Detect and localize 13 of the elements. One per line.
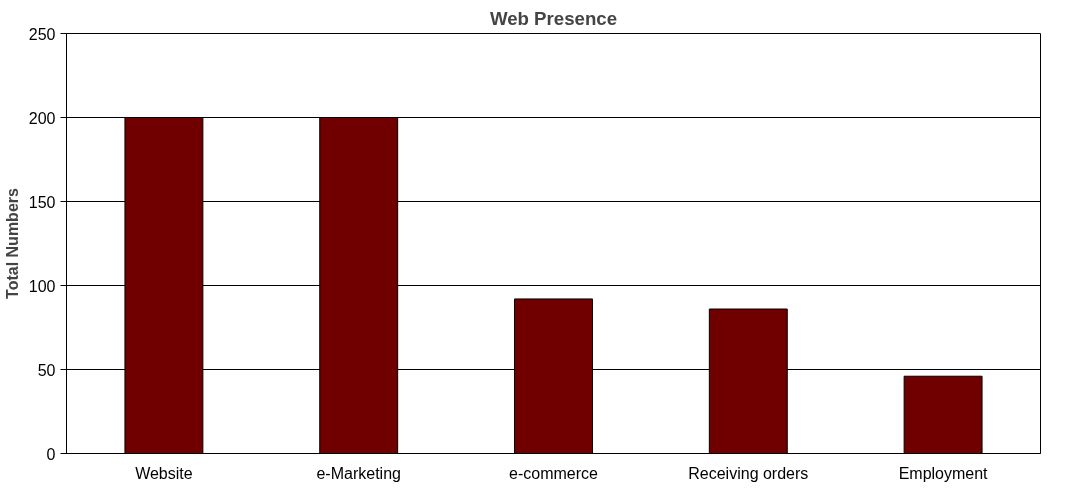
y-tick-label: 250 xyxy=(28,25,56,43)
y-tick-label: 0 xyxy=(46,445,56,463)
y-tick-label: 100 xyxy=(28,277,56,295)
y-tick-label: 150 xyxy=(28,193,56,211)
y-tick-label: 50 xyxy=(37,361,56,379)
x-tick-label: e-Marketing xyxy=(316,464,401,482)
y-axis-title: Total Numbers xyxy=(3,187,21,299)
chart-title: Web Presence xyxy=(489,7,618,29)
x-tick-label: Receiving orders xyxy=(688,464,809,482)
x-tick-label: Website xyxy=(135,464,193,482)
x-tick-label: e-commerce xyxy=(509,464,599,482)
y-tick-label: 200 xyxy=(28,109,56,127)
x-tick-label: Employment xyxy=(898,464,989,482)
